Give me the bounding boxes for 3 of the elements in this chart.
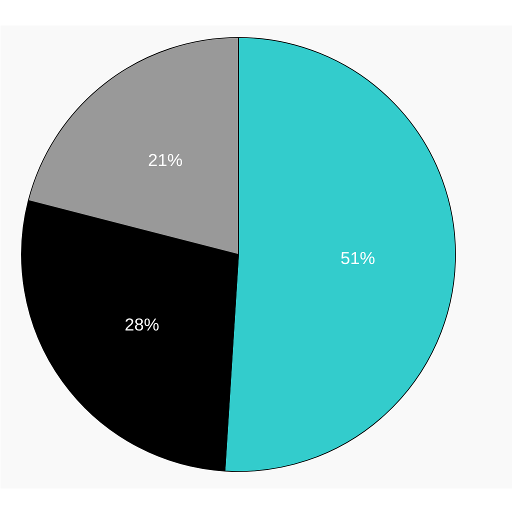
data-label: 28%: [124, 314, 160, 335]
data-label: 51%: [340, 248, 376, 268]
data-label: 21%: [148, 150, 183, 170]
